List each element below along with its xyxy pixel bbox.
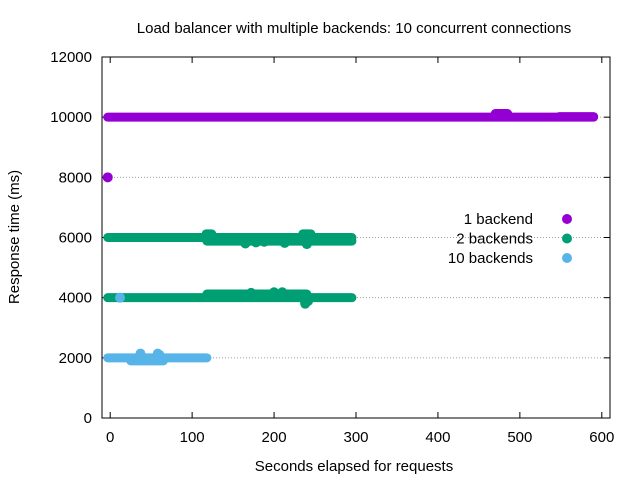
legend-label: 2 backends (456, 231, 533, 248)
data-point (269, 287, 280, 298)
plot-area (102, 109, 599, 366)
series-1 (102, 109, 599, 183)
data-point (259, 236, 270, 247)
x-tick-label: 100 (180, 429, 205, 446)
y-tick-label: 0 (84, 410, 92, 427)
data-point (279, 237, 290, 248)
data-point (135, 348, 146, 359)
y-tick-label: 2000 (59, 350, 92, 367)
data-point (102, 172, 113, 183)
x-tick-label: 200 (262, 429, 287, 446)
y-tick-label: 10000 (50, 109, 92, 126)
legend-marker (562, 214, 572, 224)
legend-label: 1 backend (464, 211, 533, 228)
data-point (246, 287, 257, 298)
y-axis-label: Response time (ms) (6, 170, 23, 304)
series-2 (103, 229, 357, 309)
x-tick-label: 500 (507, 429, 532, 446)
y-tick-label: 8000 (59, 169, 92, 186)
data-point (240, 238, 251, 249)
data-point (301, 239, 312, 250)
data-point (115, 292, 126, 303)
legend-marker (562, 253, 572, 263)
x-tick-label: 600 (589, 429, 614, 446)
x-axis-label: Seconds elapsed for requests (255, 458, 453, 475)
x-tick-label: 300 (343, 429, 368, 446)
y-tick-label: 4000 (59, 290, 92, 307)
series-3 (103, 292, 212, 366)
legend: 1 backend 2 backends 10 backends (448, 211, 572, 267)
x-tick-label: 0 (106, 429, 114, 446)
legend-label: 10 backends (448, 250, 533, 267)
x-tick-label: 400 (425, 429, 450, 446)
data-point (154, 349, 165, 360)
y-tick-label: 6000 (59, 230, 92, 247)
y-tick-label: 12000 (50, 49, 92, 66)
data-point (300, 298, 311, 309)
data-point (277, 287, 288, 298)
legend-marker (562, 233, 572, 244)
chart-title: Load balancer with multiple backends: 10… (137, 20, 571, 37)
data-point (251, 237, 262, 248)
axes: 0 2000 4000 6000 8000 10000 12000 0 100 200 300 400… (50, 49, 614, 446)
